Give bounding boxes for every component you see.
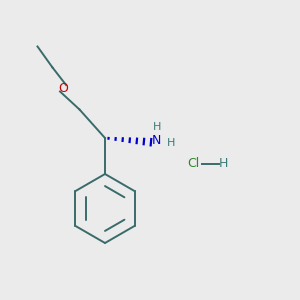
Text: H: H [219, 157, 228, 170]
Text: N: N [152, 134, 162, 148]
Text: H: H [167, 138, 176, 148]
Text: Cl: Cl [188, 157, 200, 170]
Text: O: O [58, 82, 68, 95]
Text: H: H [153, 122, 161, 132]
